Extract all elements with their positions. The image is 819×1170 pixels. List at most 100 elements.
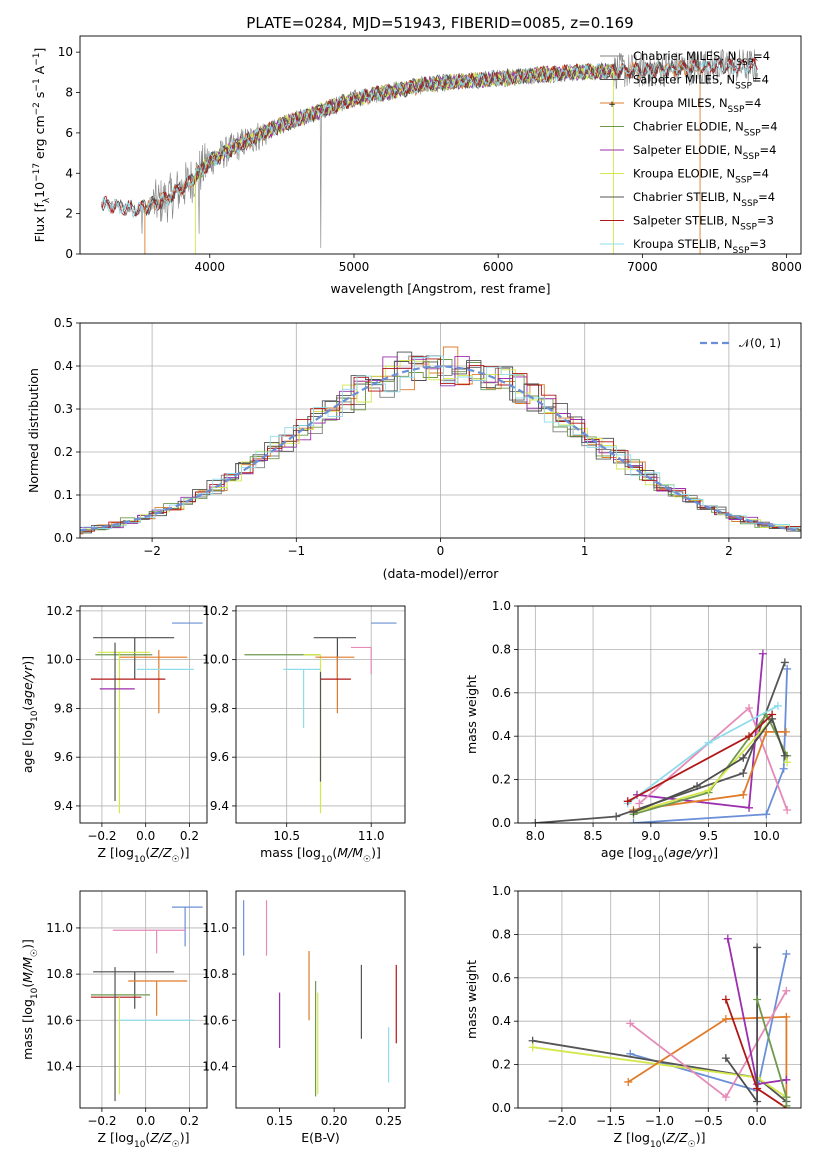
y-tick-label: 0.6: [492, 686, 511, 700]
x-tick-label: −1.0: [645, 1114, 674, 1128]
axes-frame: [517, 605, 802, 824]
age_vs_Z-panel: −0.2 0.0 0.2 9.4 9.6 9.8 10.0 10.2 Z [log10(Z/Z☉…: [20, 604, 208, 865]
weight-series-line: [633, 712, 788, 816]
x-tick-label: 10.5: [273, 829, 300, 843]
legend-label: 𝒩(0, 1): [739, 336, 781, 350]
residuals-marks: [80, 346, 801, 535]
x-tick-label: −1: [287, 544, 305, 558]
weight-series-marker: [781, 727, 790, 736]
y-axis-label: Flux [fλ10−17 erg cm−2 s−1 A−1]: [32, 48, 52, 243]
weight-series-marker: [758, 649, 767, 658]
y-tick-label: 9.8: [54, 701, 73, 715]
weight-series-marker: [782, 1075, 791, 1084]
x-tick-label: −0.5: [694, 1114, 723, 1128]
x-tick-label: 10.0: [753, 829, 780, 843]
weight-series-marker: [739, 753, 748, 762]
errorbar-point: [119, 649, 188, 714]
y-tick-label: 0.4: [492, 1014, 511, 1028]
weight-series-marker: [693, 782, 702, 791]
legend-label: Chabrier MILES, NSSP=4: [633, 49, 770, 68]
axes-frame: [79, 605, 208, 824]
weight_vs_age-panel: 8.0 8.5 9.0 9.5 10.0 0.0 0.2 0.4 0.6 0.8 1.0 mass w…: [464, 599, 802, 865]
x-tick-label: 0.0: [748, 1114, 767, 1128]
weight-series-marker: [783, 805, 792, 814]
residuals-panel: −2 −1 0 1 2 0.0 0.1 0.2 0.3 0.4 0.5 𝒩(0, 1) (data-mo…: [26, 316, 802, 581]
x-tick-label: 9.5: [699, 829, 718, 843]
x-axis-label: (data-model)/error: [383, 566, 500, 581]
x-tick-label: −2: [143, 544, 161, 558]
x-tick-label: 8000: [771, 260, 802, 274]
y-tick-label: 1.0: [492, 884, 511, 898]
weight-series-marker: [762, 727, 771, 736]
age_vs_mass-marks: [244, 622, 397, 814]
errorbar-point: [350, 646, 372, 675]
errorbar-point: [283, 668, 321, 728]
x-tick-label: −2.0: [547, 1114, 576, 1128]
y-tick-label: 10.4: [46, 1059, 73, 1073]
y-tick-label: 2: [65, 207, 73, 221]
weight-series-marker: [704, 738, 713, 747]
y-axis-label: mass [log10(M/M☉)]: [20, 939, 40, 1060]
errorbar-point: [171, 906, 203, 947]
histogram-step: [80, 360, 801, 534]
y-tick-label: 9.4: [54, 799, 73, 813]
x-axis-label: age [log10(age/yr)]: [601, 845, 718, 865]
x-tick-label: 1: [581, 544, 589, 558]
legend-label: Kroupa ELODIE, NSSP=4: [633, 167, 769, 186]
y-tick-label: 9.8: [210, 701, 229, 715]
spectrum-model-line: [101, 58, 758, 219]
svg-text:+: +: [608, 100, 616, 110]
figure-title: PLATE=0284, MJD=51943, FIBERID=0085, z=0…: [246, 14, 633, 32]
y-tick-label: 0.3: [54, 402, 73, 416]
weight-series-marker: [768, 714, 777, 723]
axes-frame: [235, 605, 406, 824]
y-tick-label: 0.2: [492, 1058, 511, 1072]
y-tick-label: 0.0: [492, 816, 511, 830]
weight-series-line: [627, 1015, 788, 1098]
errorbar-point: [93, 971, 175, 1009]
mass_vs_ebv-marks: [243, 900, 397, 1097]
weight-series-marker: [779, 764, 788, 773]
weight-series-marker: [782, 1093, 791, 1102]
weight-series-marker: [629, 808, 638, 817]
axes-frame: [79, 35, 802, 255]
weight-series-marker: [739, 769, 748, 778]
x-tick-label: 8.0: [526, 829, 545, 843]
x-axis-label: Z [log10(Z/Z☉)]: [98, 1130, 190, 1150]
x-axis-label: E(B-V): [301, 1130, 340, 1145]
x-tick-label: 7000: [627, 260, 658, 274]
weight-series-marker: [753, 1097, 762, 1106]
y-tick-label: 9.4: [210, 799, 229, 813]
weight-series-marker: [528, 1043, 537, 1052]
legend-label: Kroupa MILES, NSSP=4: [633, 96, 761, 115]
legend-label: Salpeter STELIB, NSSP=3: [633, 214, 774, 233]
x-tick-label: 0: [437, 544, 445, 558]
y-tick-label: 10.0: [46, 653, 73, 667]
mass_vs_Z-panel: −0.2 0.0 0.2 10.4 10.6 10.8 11.0 Z [log10(Z/Z☉)…: [20, 890, 208, 1150]
y-tick-label: 10.8: [202, 967, 229, 981]
y-tick-label: 0.8: [492, 642, 511, 656]
x-tick-label: 6000: [483, 260, 514, 274]
weight-series-marker: [782, 949, 791, 958]
y-axis-label: mass weight: [464, 675, 479, 754]
spectrum-model-line: [101, 57, 758, 217]
x-axis-label: mass [log10(M/M☉)]: [260, 845, 381, 865]
x-tick-label: 5000: [339, 260, 370, 274]
x-axis-label: Z [log10(Z/Z☉)]: [98, 845, 190, 865]
weight-series-marker: [704, 786, 713, 795]
y-tick-label: 1.0: [492, 599, 511, 613]
x-tick-label: 4000: [195, 260, 226, 274]
y-tick-label: 10.8: [46, 967, 73, 981]
weight-series-marker: [623, 797, 632, 806]
y-tick-label: 0.0: [54, 531, 73, 545]
legend-label: Salpeter MILES, NSSP=4: [633, 73, 769, 92]
weight-series-marker: [782, 1101, 791, 1108]
weight-series-marker: [783, 758, 792, 767]
errorbar-point: [315, 656, 355, 714]
y-tick-label: 0.8: [492, 927, 511, 941]
y-tick-label: 9.6: [54, 750, 73, 764]
x-tick-label: −0.2: [87, 829, 116, 843]
y-tick-label: 10: [58, 45, 73, 59]
